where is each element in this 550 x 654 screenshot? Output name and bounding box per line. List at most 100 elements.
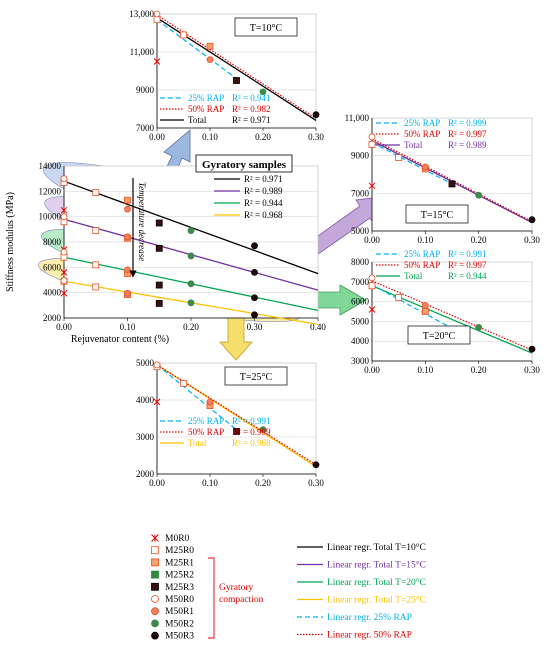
- marker-m50r1: [421, 302, 429, 309]
- marker-m50r2: [475, 323, 483, 331]
- legend-50-rap-r2: R² = 0.997: [448, 260, 487, 270]
- marker-m0r0: [368, 306, 376, 313]
- y-tick-label: 4000: [136, 395, 155, 405]
- y-tick-label: 5000: [351, 226, 370, 236]
- y-tick-label: 4000: [43, 288, 62, 298]
- panel-10c: 7000 9000 11,000 13,000 0.00 0.10 0.20 0.30 T=10…: [129, 9, 324, 142]
- marker-m50r3: [251, 268, 258, 276]
- panel-title: T=25°C: [240, 372, 273, 383]
- fit-25-rap: [371, 284, 453, 329]
- marker-m25r0: [92, 227, 100, 235]
- y-tick-label: 9000: [351, 151, 370, 161]
- legend-marker-label: M50R3: [165, 632, 194, 642]
- x-tick-label: 0.30: [247, 322, 263, 332]
- legend-line-label: Linear regr. Total T=20°C: [327, 577, 426, 588]
- y-tick-label: 10000: [39, 212, 62, 222]
- main-chart: 2000 4000 6000 8000 10000 12000 14000 0.00 0.10 0…: [5, 154, 326, 345]
- y-tick-label: 12000: [39, 186, 62, 196]
- panel-title-box: [224, 366, 288, 386]
- panel-title: T=10°C: [250, 23, 283, 34]
- marker-m0r0: [60, 206, 68, 214]
- y-tick-label: 5000: [136, 358, 155, 368]
- x-tick-label: 0.00: [56, 322, 72, 332]
- x-tick-label: 0.20: [471, 365, 487, 375]
- marker-m25r3: [233, 428, 240, 435]
- marker-m25r0: [180, 379, 187, 387]
- marker-m50r1: [124, 233, 131, 241]
- legend-25-rap-label: 25% RAP: [404, 249, 440, 259]
- marker-m0r0: [153, 58, 161, 65]
- legend-25-rap-label: 25% RAP: [188, 416, 224, 426]
- legend-25-rap-label: 25% RAP: [188, 93, 224, 103]
- panel-20c: 3000 4000 5000 6000 7000 8000 0.00 0.10 0.20 0.30…: [351, 249, 540, 375]
- y-tick-label: 3000: [136, 432, 155, 442]
- legend-marker-label: M25R3: [165, 583, 194, 593]
- marker-m50r3: [251, 294, 258, 302]
- plot-area: [371, 261, 533, 362]
- marker-m25r0: [395, 154, 403, 161]
- x-tick-label: 0.00: [364, 235, 380, 245]
- legend-total-label: Total: [188, 115, 207, 125]
- y-tick-label: 7000: [351, 188, 370, 198]
- legend-25-rap-r2: R² = 0.941: [232, 93, 271, 103]
- marker-m50r2: [259, 88, 267, 96]
- y-tick-label: 7000: [136, 123, 155, 133]
- legend-25-rap-label: 25% RAP: [404, 118, 440, 128]
- marker-m25r1: [151, 558, 159, 567]
- marker-m25r0: [395, 294, 403, 302]
- marker-m25r3: [155, 244, 163, 252]
- legend-marker-label: M25R2: [165, 571, 194, 581]
- panel-title: T=20°C: [423, 331, 456, 342]
- marker-m50r2: [259, 426, 267, 434]
- marker-m25r2: [151, 570, 159, 579]
- marker-m50r3: [528, 345, 536, 353]
- marker-m50r0: [153, 10, 161, 18]
- marker-m25r3: [155, 219, 163, 227]
- panel-title-box: [234, 17, 298, 37]
- marker-m25r3: [448, 180, 456, 188]
- y-tick-label: 2000: [136, 469, 155, 479]
- x-tick-label: 0.10: [417, 365, 433, 375]
- x-axis-label: Rejuvenator content (%): [71, 334, 169, 345]
- legend-total-r2: R² = 0.944: [448, 271, 487, 281]
- legend-50-rap-r2: R² = 0.982: [232, 104, 271, 114]
- x-tick-label: 0.10: [417, 235, 433, 245]
- gyratory-label: Gyratory: [219, 583, 254, 593]
- x-tick-label: 0.10: [120, 322, 136, 332]
- marker-m50r0: [60, 213, 68, 221]
- main-title: Gyratory samples: [202, 159, 287, 171]
- panel-25c: 2000 3000 4000 5000 0.00 0.10 0.20 0.30 T=25°C 25…: [136, 358, 324, 488]
- legend-25-rap-r2: R² = 0.991: [232, 416, 271, 426]
- marker-m50r1: [124, 266, 131, 274]
- marker-m50r2: [187, 280, 195, 288]
- marker-m25r0: [92, 283, 100, 291]
- marker-m25r1: [421, 308, 429, 315]
- marker-m50r0: [60, 277, 68, 285]
- legend-marker-label: M50R1: [165, 607, 194, 617]
- marker-m25r0: [151, 546, 159, 555]
- legend-50-rap-label: 50% RAP: [404, 129, 440, 139]
- legend-50-rap-label: 50% RAP: [188, 427, 224, 437]
- main-legend-r2: R² = 0.944: [244, 198, 283, 208]
- legend-50-rap-r2: R² = 0.997: [448, 129, 487, 139]
- marker-m50r1: [421, 163, 429, 171]
- y-tick-label: 6000: [351, 297, 370, 307]
- y-tick-label: 8000: [351, 257, 370, 267]
- marker-m25r0: [92, 261, 100, 269]
- marker-m50r2: [187, 252, 195, 260]
- fit-50-rap: [371, 280, 533, 351]
- marker-m50r1: [206, 398, 214, 406]
- legend-total-label: Total: [404, 271, 423, 281]
- marker-m25r3: [233, 77, 240, 84]
- marker-m50r3: [151, 631, 159, 640]
- legend-total-label: Total: [404, 140, 423, 150]
- marker-m0r0: [60, 289, 68, 297]
- x-tick-label: 0.40: [310, 322, 326, 332]
- marker-m50r3: [528, 216, 536, 224]
- fit-50-rap: [371, 138, 533, 223]
- marker-m50r0: [60, 248, 68, 256]
- marker-m50r1: [151, 607, 159, 616]
- legend-50-rap-r2: R² = 0.999: [232, 427, 271, 437]
- x-tick-label: 0.20: [255, 132, 271, 142]
